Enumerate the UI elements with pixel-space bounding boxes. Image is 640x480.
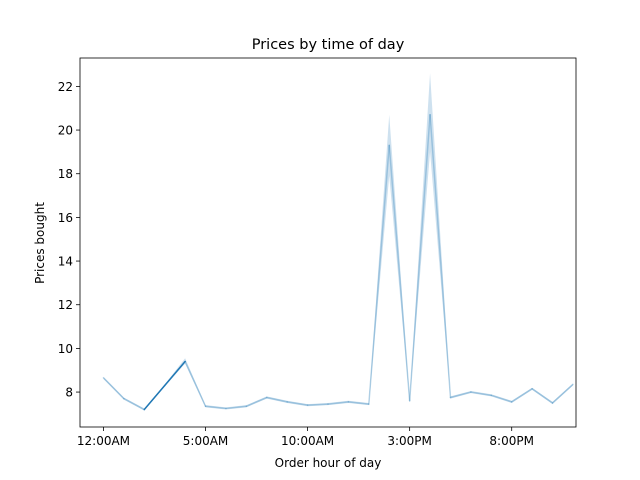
x-tick-label: 3:00PM (387, 434, 432, 448)
line-segment (429, 114, 452, 399)
plot-area (102, 73, 574, 411)
y-tick-label: 16 (58, 211, 73, 225)
y-tick-label: 22 (58, 80, 73, 94)
data-point (205, 405, 207, 407)
data-point (470, 391, 472, 393)
line-segment (388, 144, 411, 402)
line-segment (163, 360, 186, 387)
data-point (225, 407, 227, 409)
line-segment (266, 396, 288, 403)
data-point (164, 385, 166, 387)
line-segment (510, 388, 533, 403)
data-point (123, 398, 125, 400)
line-segment (102, 377, 125, 400)
x-axis-label: Order hour of day (275, 456, 382, 470)
y-tick-label: 10 (58, 342, 73, 356)
y-axis-label: Prices bought (33, 202, 47, 284)
y-tick-label: 8 (65, 386, 73, 400)
data-point (409, 400, 411, 402)
data-point (490, 394, 492, 396)
line-segment (225, 405, 248, 410)
line-segment (347, 401, 370, 405)
x-tick-label: 5:00AM (183, 434, 229, 448)
line-segment (408, 114, 431, 402)
x-axis: 12:00AM 5:00AM 10:00AM 3:00PM 8:00PM (77, 427, 534, 448)
line-segment (123, 397, 146, 411)
x-tick-label: 12:00AM (77, 434, 130, 448)
data-point (347, 401, 349, 403)
line-segment (327, 401, 350, 405)
data-point (184, 361, 186, 363)
data-point (368, 403, 370, 405)
line-segment (286, 401, 309, 406)
data-point (286, 401, 288, 403)
data-point (327, 403, 329, 405)
data-point (143, 409, 145, 411)
data-point (449, 397, 451, 399)
x-tick-label: 8:00PM (489, 434, 534, 448)
data-point (102, 377, 104, 379)
y-tick-label: 12 (58, 298, 73, 312)
x-tick-label: 10:00AM (281, 434, 334, 448)
line-segment (143, 384, 166, 411)
y-axis: 8 10 12 14 16 18 20 22 (58, 80, 80, 400)
y-tick-label: 20 (58, 124, 73, 138)
y-tick-label: 14 (58, 255, 73, 269)
line-segment (368, 144, 390, 405)
data-point (266, 397, 268, 399)
line-segment (245, 396, 268, 408)
data-point (388, 144, 390, 146)
line-segment (184, 360, 207, 408)
data-point (552, 402, 554, 404)
data-point (307, 404, 309, 406)
data-point (531, 388, 533, 390)
chart-title: Prices by time of day (252, 37, 405, 53)
line-segment (449, 391, 472, 399)
line-segment (470, 391, 493, 397)
data-point (572, 383, 574, 385)
line-segment (204, 405, 227, 410)
line-segment (306, 403, 329, 406)
data-point (429, 114, 431, 116)
line-segment (490, 394, 513, 403)
line-segment (551, 383, 574, 404)
line-segment (531, 388, 554, 404)
plot-frame (79, 57, 577, 428)
y-tick-label: 18 (58, 167, 73, 181)
data-point (245, 405, 247, 407)
data-point (511, 401, 513, 403)
